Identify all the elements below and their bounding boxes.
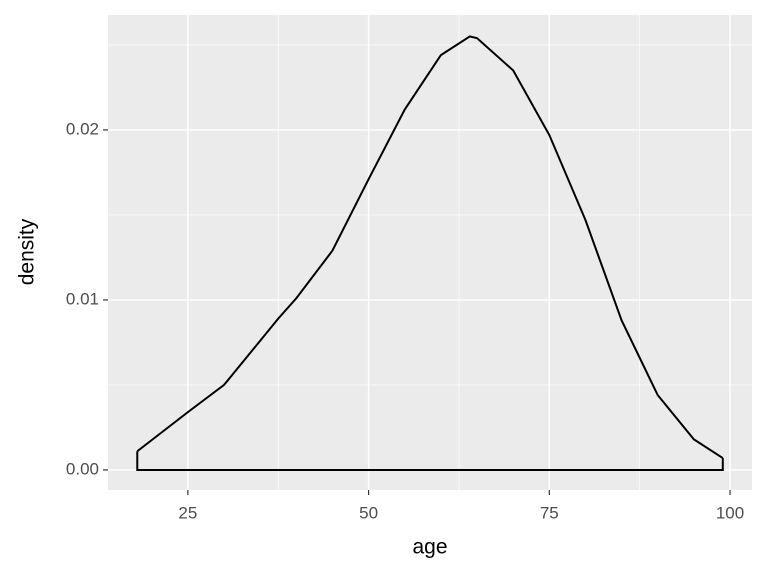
- x-axis-title: age: [412, 536, 447, 559]
- x-tick-label: 100: [716, 503, 744, 522]
- x-tick-label: 75: [540, 503, 559, 522]
- marks: [136, 35, 724, 471]
- density-curve: [136, 35, 724, 459]
- x-tick-label: 25: [178, 503, 197, 522]
- x-tick-label: 50: [359, 503, 378, 522]
- y-axis-title: density: [16, 218, 39, 285]
- y-tick-label: 0.01: [66, 289, 99, 308]
- panel: [108, 15, 752, 490]
- density-base: [136, 451, 724, 471]
- y-tick-label: 0.00: [66, 459, 99, 478]
- y-tick-label: 0.02: [66, 119, 99, 138]
